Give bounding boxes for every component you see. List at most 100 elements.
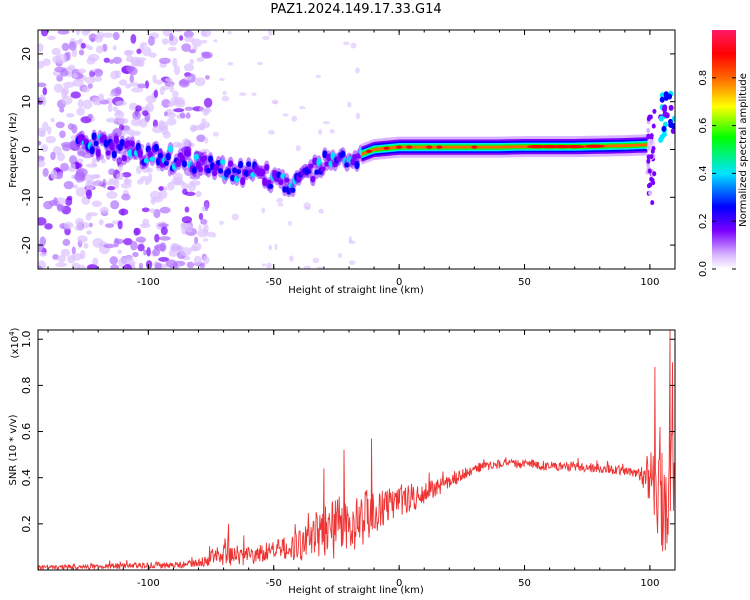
heatmap-noise-blob: [213, 39, 218, 43]
colorbar-tick-label: 0.6: [698, 118, 709, 134]
heatmap-ridge-cell: [175, 159, 181, 168]
heatmap-noise-blob: [109, 256, 118, 265]
heatmap-noise-blob: [56, 74, 63, 82]
heatmap-noise-blob: [42, 87, 48, 96]
heatmap-noise-blob: [186, 261, 195, 269]
heatmap-noise-blob: [316, 266, 324, 269]
heatmap-noise-blob: [72, 72, 79, 79]
heatmap-noise-blob: [100, 158, 106, 164]
heatmap-noise-blob: [184, 224, 193, 233]
heatmap-noise-blob: [83, 242, 89, 249]
heatmap-ridge-cell: [246, 161, 252, 168]
heatmap-noise-blob: [202, 223, 209, 234]
heatmap-noise-blob: [77, 68, 87, 74]
heatmap-noise-blob: [115, 109, 122, 116]
spectrogram-y-label: Frequency (Hz): [8, 112, 19, 188]
heatmap-noise-blob: [77, 235, 88, 243]
heatmap-noise-blob: [39, 236, 47, 247]
snr-y-scale-label: (x104): [8, 327, 21, 358]
heatmap-noise-blob: [40, 30, 49, 37]
heatmap-noise-blob: [71, 124, 78, 134]
heatmap-noise-blob: [74, 224, 85, 231]
heatmap-noise-blob: [322, 121, 331, 125]
snr-y-tick-label: 1.0: [20, 330, 33, 348]
heatmap-noise-blob: [51, 47, 61, 56]
colorbar: 0.0 0.2 0.4 0.6 0.8 Normalized spectral ampl…: [698, 30, 749, 277]
heatmap-hotspot: [396, 145, 403, 149]
heatmap-noise-blob: [315, 74, 322, 79]
heatmap-ridge-cell: [250, 172, 256, 178]
heatmap-noise-blob: [193, 255, 202, 266]
heatmap-noise-blob: [135, 105, 142, 112]
heatmap-noise-blob: [67, 64, 76, 71]
heatmap-noise-blob: [158, 236, 171, 241]
heatmap-noise-blob: [121, 171, 132, 178]
heatmap-ridge-cell: [290, 187, 296, 193]
heatmap-edge-blob: [652, 171, 657, 177]
colorbar-label: Normalized spectral amplitude: [738, 73, 749, 227]
heatmap-noise-blob: [80, 172, 86, 182]
heatmap-noise-blob: [40, 144, 48, 153]
heatmap-noise-blob: [222, 90, 227, 96]
heatmap-noise-blob: [141, 207, 150, 213]
heatmap-edge-blob: [646, 158, 651, 164]
heatmap-edge-blob: [648, 182, 653, 188]
heatmap-noise-blob: [99, 206, 109, 214]
heatmap-noise-blob: [268, 30, 273, 36]
heatmap-noise-blob: [73, 184, 78, 189]
heatmap-hotspot: [406, 145, 413, 149]
heatmap-noise-blob: [71, 246, 76, 255]
heatmap-ridge-cell: [119, 138, 125, 147]
heatmap-noise-blob: [45, 135, 57, 144]
heatmap-noise-blob: [277, 202, 284, 207]
heatmap-noise-blob: [199, 106, 204, 113]
heatmap-noise-blob: [184, 206, 190, 213]
heatmap-ridge-cell: [308, 163, 314, 169]
heatmap-noise-blob: [84, 76, 96, 84]
heatmap-noise-blob: [63, 81, 75, 88]
heatmap-noise-blob: [38, 217, 47, 226]
heatmap-ridge-cell: [244, 169, 250, 177]
heatmap-ridge-cell: [218, 168, 224, 174]
heatmap-noise-blob: [59, 130, 66, 139]
heatmap-noise-blob: [135, 236, 147, 243]
heatmap-noise-blob: [261, 263, 267, 267]
heatmap-noise-blob: [289, 255, 294, 262]
heatmap-ridge-cell: [105, 150, 111, 156]
heatmap-edge-blob: [652, 108, 657, 114]
heatmap-noise-blob: [161, 38, 169, 45]
heatmap-edge-blob: [647, 168, 652, 174]
snr-y-tick-label: 0.4: [20, 469, 33, 487]
heatmap-noise-blob: [130, 240, 138, 251]
spectrogram-x-label: Height of straight line (km): [288, 285, 424, 296]
heatmap-noise-blob: [204, 137, 209, 144]
heatmap-ridge-cell: [103, 139, 109, 148]
heatmap-noise-blob: [152, 125, 163, 134]
heatmap-noise-blob: [201, 118, 207, 123]
heatmap-noise-blob: [196, 134, 206, 143]
snr-x-tick-label: 100: [640, 578, 659, 589]
heatmap-noise-blob: [190, 126, 198, 131]
heatmap-noise-blob: [57, 30, 70, 35]
heatmap-noise-blob: [303, 265, 312, 269]
heatmap-noise-blob: [343, 41, 350, 46]
heatmap-noise-blob: [116, 157, 123, 165]
heatmap-noise-blob: [318, 129, 323, 135]
heatmap-noise-blob: [169, 33, 174, 42]
heatmap-noise-blob: [202, 255, 210, 265]
heatmap-ridge-cell: [310, 175, 316, 183]
spectrogram-y-tick-label: 20: [20, 47, 33, 61]
heatmap-noise-blob: [59, 107, 65, 113]
heatmap-ridge-cell: [344, 162, 350, 168]
heatmap-ridge-cell: [125, 140, 131, 147]
heatmap-noise-blob: [160, 125, 169, 135]
heatmap-ridge-cell: [280, 173, 286, 179]
heatmap-noise-blob: [103, 243, 116, 249]
heatmap-noise-blob: [83, 174, 95, 182]
heatmap-noise-blob: [109, 92, 115, 97]
heatmap-ridge-cell: [260, 168, 266, 177]
heatmap-noise-blob: [137, 243, 145, 252]
heatmap-ridge-cell: [133, 149, 139, 157]
heatmap-noise-blob: [227, 62, 234, 66]
